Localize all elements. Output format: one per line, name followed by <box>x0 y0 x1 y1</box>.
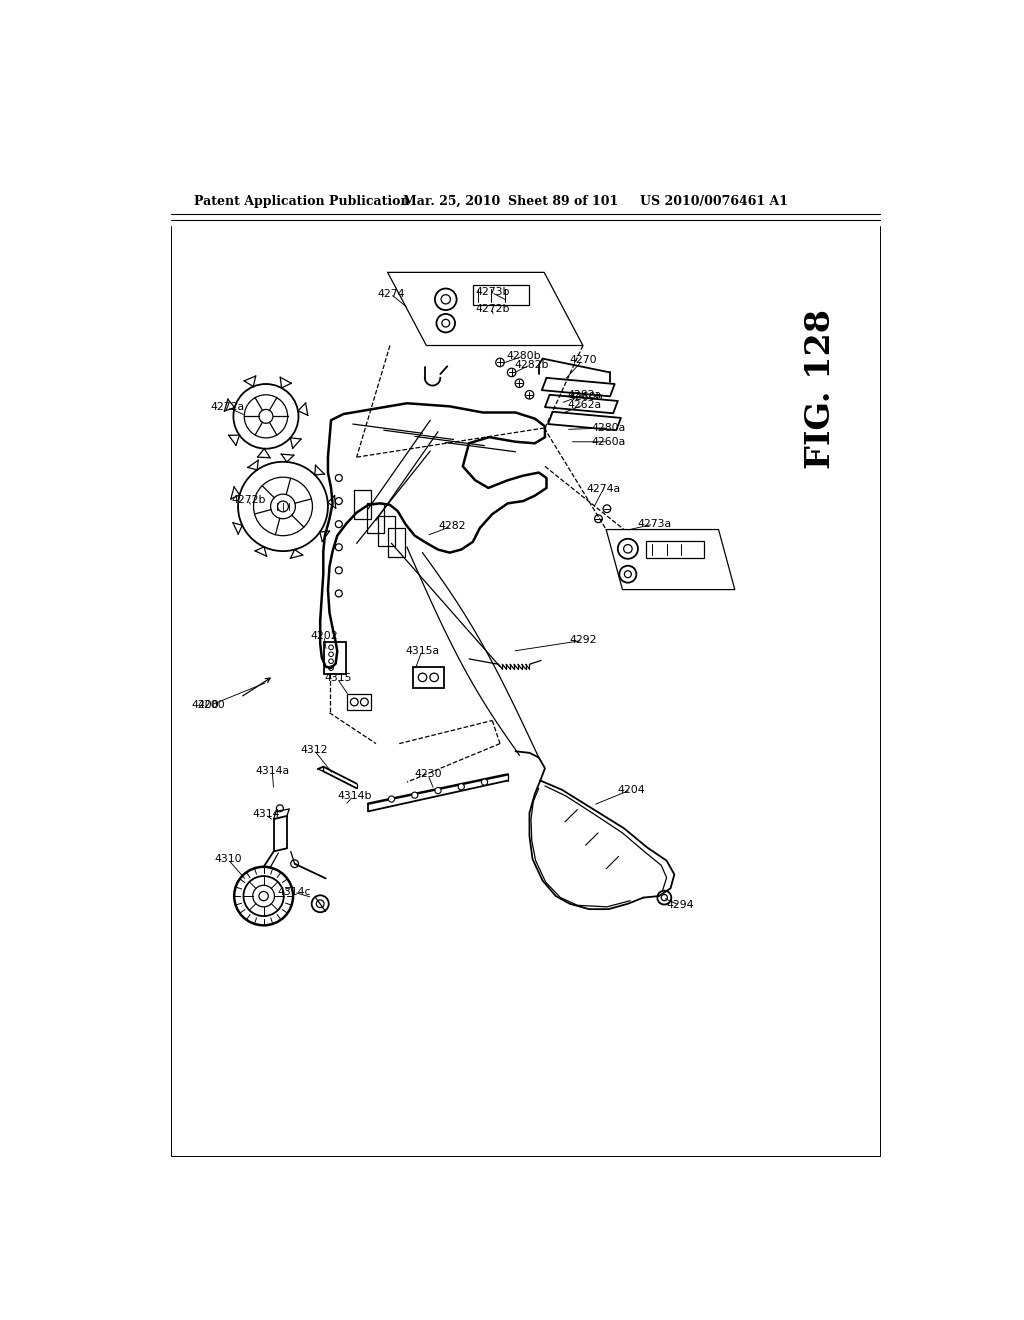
Text: 4272b: 4272b <box>231 495 265 504</box>
Bar <box>646 541 703 558</box>
Text: 4272b: 4272b <box>475 304 510 314</box>
Text: 4314: 4314 <box>252 809 280 820</box>
Bar <box>414 667 444 688</box>
Bar <box>473 285 528 305</box>
Circle shape <box>388 796 394 803</box>
Text: 4282a: 4282a <box>567 389 601 400</box>
Text: 4282: 4282 <box>438 521 466 532</box>
Text: 4292: 4292 <box>569 635 597 645</box>
Bar <box>347 693 371 710</box>
Text: 4230: 4230 <box>415 770 442 779</box>
Circle shape <box>481 779 487 785</box>
Circle shape <box>458 784 464 789</box>
Text: 4314a: 4314a <box>256 766 290 776</box>
Text: 4270: 4270 <box>569 355 597 366</box>
Bar <box>367 503 384 533</box>
Circle shape <box>435 788 441 793</box>
Text: FIG. 128: FIG. 128 <box>804 309 837 470</box>
Text: 4274: 4274 <box>378 289 406 298</box>
Text: 4274a: 4274a <box>587 484 621 495</box>
Text: 4314b: 4314b <box>337 791 372 801</box>
Bar <box>354 490 372 519</box>
Text: 4312: 4312 <box>301 744 329 755</box>
Text: 4260a: 4260a <box>592 437 626 446</box>
Text: 4202: 4202 <box>311 631 339 640</box>
Text: 4315: 4315 <box>324 673 351 684</box>
Text: US 2010/0076461 A1: US 2010/0076461 A1 <box>640 195 787 209</box>
Text: 4314c: 4314c <box>278 887 311 898</box>
Text: Sheet 89 of 101: Sheet 89 of 101 <box>508 195 618 209</box>
Text: 4315a: 4315a <box>406 647 439 656</box>
Text: 4262a: 4262a <box>567 400 601 409</box>
Text: 4204: 4204 <box>617 785 645 795</box>
Text: 4282b: 4282b <box>514 360 549 370</box>
Circle shape <box>412 792 418 799</box>
Text: 4273b: 4273b <box>475 288 510 297</box>
Text: 4310: 4310 <box>215 854 243 865</box>
Bar <box>388 528 404 557</box>
Text: 4273a: 4273a <box>637 519 672 529</box>
Text: 4200: 4200 <box>191 700 219 710</box>
Text: 4280b: 4280b <box>506 351 541 362</box>
Text: 4272a: 4272a <box>211 403 245 412</box>
Bar <box>378 516 394 545</box>
Bar <box>324 642 346 675</box>
Text: 4280a: 4280a <box>592 422 626 433</box>
Text: 4260b: 4260b <box>568 392 603 403</box>
Text: Patent Application Publication: Patent Application Publication <box>194 195 410 209</box>
Text: 4294: 4294 <box>667 900 694 911</box>
Text: Mar. 25, 2010: Mar. 25, 2010 <box>403 195 501 209</box>
Text: 4200: 4200 <box>198 700 225 710</box>
